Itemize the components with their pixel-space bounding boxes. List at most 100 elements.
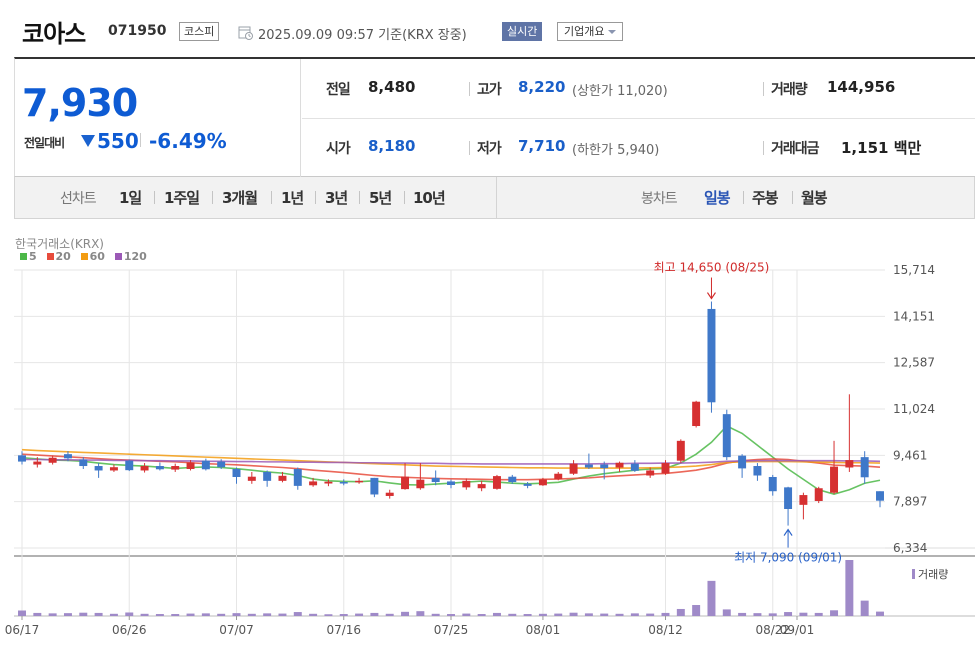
tab-period-10y[interactable]: 10년 xyxy=(413,189,446,207)
divider xyxy=(763,141,764,155)
tab-period-3m[interactable]: 3개월 xyxy=(222,189,258,207)
legend-swatch xyxy=(20,253,27,260)
candle-body xyxy=(263,471,272,481)
change-label: 전일대비 xyxy=(24,136,65,150)
divider xyxy=(271,191,272,204)
candle-body xyxy=(860,457,869,478)
y-tick-label: 15,714 xyxy=(893,263,935,277)
stock-code: 071950 xyxy=(108,23,167,39)
volume-bar xyxy=(538,613,547,616)
down-triangle-icon xyxy=(81,135,95,147)
volume-bar xyxy=(876,611,884,616)
trade-value-unit: 백만 xyxy=(893,139,922,157)
price-chart[interactable]: 15,714 14,151 12,587 11,024 9,461 7,897 6,334 0… xyxy=(0,228,975,653)
x-tick-label: 07/16 xyxy=(326,623,361,637)
ma-legend-label: 120 xyxy=(123,250,147,263)
volume-bar xyxy=(18,610,26,616)
volume-bar xyxy=(201,613,210,616)
line-chart-label: 선차트 xyxy=(60,191,97,207)
volume-bar xyxy=(462,613,471,616)
x-tick-label: 08/22 xyxy=(755,623,790,637)
volume-bar xyxy=(186,613,195,616)
candle-body xyxy=(48,457,57,463)
ma-legend-label: 20 xyxy=(55,250,71,263)
volume-bar xyxy=(247,613,256,616)
candle-body xyxy=(569,463,578,474)
low-label: 저가 xyxy=(477,141,502,157)
ma-line-120 xyxy=(22,458,881,465)
stock-name: 코아스 xyxy=(22,20,86,48)
volume-bar xyxy=(569,612,578,616)
candle-body xyxy=(661,463,670,474)
candle-body xyxy=(584,464,593,468)
divider xyxy=(212,191,213,204)
volume-bar xyxy=(676,608,685,616)
candle-body xyxy=(508,476,517,483)
candle-body xyxy=(492,476,501,489)
stock-header: 코아스 071950 코스피 2025.09.09 09:57 기준(KRX 장… xyxy=(0,0,975,52)
legend-swatch xyxy=(46,253,54,260)
volume-bar xyxy=(646,613,655,616)
candle-body xyxy=(94,466,103,471)
volume-bar xyxy=(109,613,118,616)
x-tick-label: 08/12 xyxy=(648,623,683,637)
candle-body xyxy=(799,495,808,505)
volume-bar xyxy=(768,613,777,616)
volume-bar xyxy=(554,613,563,616)
candle-body xyxy=(140,466,149,471)
tab-candle-weekly[interactable]: 주봉 xyxy=(752,189,779,207)
volume-value: 144,956 xyxy=(827,78,896,96)
volume-bar xyxy=(722,609,731,616)
tab-candle-monthly[interactable]: 월봉 xyxy=(801,189,828,207)
candle-body xyxy=(753,466,762,476)
y-tick-label: 12,587 xyxy=(893,356,935,370)
tab-candle-daily[interactable]: 일봉 xyxy=(704,189,731,207)
candle-body xyxy=(615,462,624,468)
quote-summary: 7,930 전일대비 550 -6.49% 전일 8,480 고가 8,220 … xyxy=(14,57,975,177)
moving-average-legend: 5 20 60 120 xyxy=(20,250,153,263)
candle-chart-label: 봉차트 xyxy=(641,191,678,207)
candle-body xyxy=(355,480,364,483)
tab-period-5y[interactable]: 5년 xyxy=(369,189,392,207)
volume-bar xyxy=(355,613,364,616)
candle-body xyxy=(125,460,134,471)
volume-bar xyxy=(217,613,226,616)
trade-value: 1,151 백만 xyxy=(841,137,921,158)
tab-period-1y[interactable]: 1년 xyxy=(281,189,304,207)
candle-body xyxy=(186,462,195,469)
candle-body xyxy=(63,454,72,459)
volume-bar xyxy=(171,614,180,616)
candlestick-chart-svg[interactable]: 15,714 14,151 12,587 11,024 9,461 7,897 6,334 0… xyxy=(0,228,975,653)
candle-body xyxy=(538,479,547,486)
quote-basis: 기준(KRX 장중) xyxy=(378,28,467,43)
trade-value-number: 1,151 xyxy=(841,139,889,157)
candle-body xyxy=(830,466,839,493)
x-tick-label: 07/25 xyxy=(434,623,469,637)
volume-bar xyxy=(814,612,823,616)
candle-body xyxy=(385,492,394,496)
volume-bar xyxy=(477,614,486,616)
candle-body xyxy=(554,473,563,480)
market-badge: 코스피 xyxy=(179,22,220,41)
company-overview-button[interactable]: 기업개요 xyxy=(557,22,624,41)
y-tick-label: 7,897 xyxy=(893,495,927,509)
volume-bar xyxy=(401,611,410,616)
calendar-clock-icon xyxy=(238,26,253,40)
high-value: 8,220 xyxy=(518,78,566,96)
volume-bar xyxy=(630,613,639,616)
current-price: 7,930 xyxy=(22,81,138,125)
volume-legend-label: 거래량 xyxy=(918,568,948,581)
volume-label: 거래량 xyxy=(771,82,808,98)
ma-legend-label: 60 xyxy=(89,250,105,263)
y-tick-label: 11,024 xyxy=(893,402,935,416)
tab-period-1d[interactable]: 1일 xyxy=(119,189,142,207)
tab-period-3y[interactable]: 3년 xyxy=(325,189,348,207)
tab-period-1w[interactable]: 1주일 xyxy=(164,189,200,207)
candle-body xyxy=(278,475,287,481)
volume-bar xyxy=(692,605,701,616)
ma-legend-item: 120 xyxy=(114,250,147,263)
price-cell: 7,930 전일대비 550 -6.49% xyxy=(15,59,301,177)
volume-bar xyxy=(523,614,532,616)
candle-body xyxy=(477,484,486,489)
volume-bar xyxy=(661,612,670,616)
